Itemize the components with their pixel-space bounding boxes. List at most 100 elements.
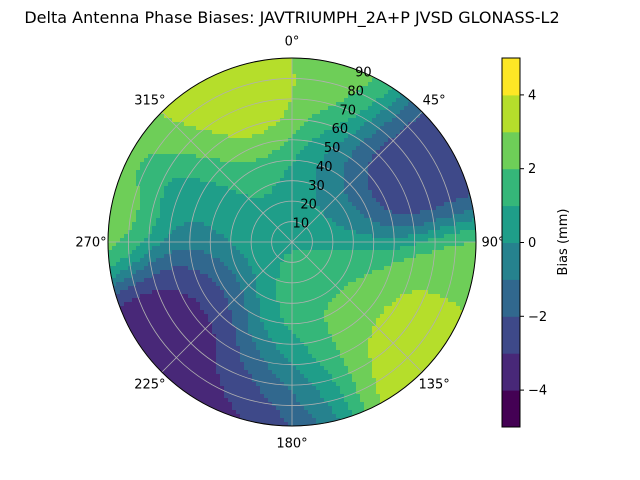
contour-cell	[348, 122, 353, 127]
contour-cell	[436, 138, 441, 143]
contour-cell	[424, 282, 429, 287]
contour-cell	[444, 178, 449, 183]
contour-cell	[300, 74, 305, 79]
contour-cell	[224, 286, 229, 291]
contour-cell	[396, 302, 401, 307]
contour-cell	[300, 238, 305, 243]
contour-cell	[328, 74, 333, 79]
contour-cell	[224, 198, 229, 203]
contour-cell	[224, 258, 229, 263]
contour-cell	[300, 190, 305, 195]
contour-cell	[304, 214, 309, 219]
contour-cell	[336, 242, 341, 247]
contour-cell	[348, 226, 353, 231]
contour-cell	[352, 286, 357, 291]
contour-cell	[192, 238, 197, 243]
contour-cell	[428, 186, 433, 191]
contour-cell	[296, 294, 301, 299]
contour-cell	[332, 118, 337, 123]
contour-cell	[372, 110, 377, 115]
contour-cell	[296, 74, 301, 79]
contour-cell	[244, 206, 249, 211]
contour-cell	[324, 74, 329, 79]
contour-cell	[140, 238, 145, 243]
contour-cell	[200, 242, 205, 247]
contour-cell	[272, 182, 277, 187]
contour-cell	[260, 78, 265, 83]
contour-cell	[368, 282, 373, 287]
contour-cell	[300, 258, 305, 263]
contour-cell	[272, 214, 277, 219]
contour-cell	[252, 298, 257, 303]
contour-cell	[272, 158, 277, 163]
contour-cell	[392, 226, 397, 231]
contour-cell	[168, 286, 173, 291]
contour-cell	[144, 178, 149, 183]
contour-cell	[384, 290, 389, 295]
contour-cell	[416, 246, 421, 251]
contour-cell	[400, 182, 405, 187]
contour-cell	[300, 206, 305, 211]
contour-cell	[440, 218, 445, 223]
contour-cell	[284, 230, 289, 235]
contour-cell	[308, 274, 313, 279]
contour-cell	[184, 122, 189, 127]
contour-cell	[372, 138, 377, 143]
contour-cell	[304, 106, 309, 111]
contour-cell	[216, 210, 221, 215]
contour-cell	[300, 130, 305, 135]
contour-cell	[288, 206, 293, 211]
contour-cell	[412, 270, 417, 275]
contour-cell	[268, 170, 273, 175]
contour-cell	[124, 206, 129, 211]
contour-cell	[372, 118, 377, 123]
contour-cell	[220, 266, 225, 271]
contour-cell	[220, 142, 225, 147]
contour-cell	[268, 262, 273, 267]
contour-cell	[380, 230, 385, 235]
contour-cell	[272, 66, 277, 71]
contour-cell	[200, 154, 205, 159]
contour-cell	[324, 302, 329, 307]
contour-cell	[364, 110, 369, 115]
contour-cell	[420, 266, 425, 271]
contour-cell	[372, 266, 377, 271]
contour-cell	[388, 286, 393, 291]
contour-cell	[344, 262, 349, 267]
contour-cell	[232, 194, 237, 199]
contour-cell	[268, 194, 273, 199]
contour-cell	[136, 238, 141, 243]
contour-cell	[376, 242, 381, 247]
contour-cell	[368, 222, 373, 227]
contour-cell	[384, 254, 389, 259]
contour-cell	[236, 214, 241, 219]
contour-cell	[432, 250, 437, 255]
contour-cell	[360, 238, 365, 243]
contour-cell	[216, 250, 221, 255]
contour-cell	[288, 138, 293, 143]
contour-cell	[472, 262, 476, 267]
contour-cell	[168, 234, 173, 239]
contour-cell	[244, 78, 249, 83]
contour-cell	[328, 222, 333, 227]
contour-cell	[156, 210, 161, 215]
contour-cell	[388, 278, 393, 283]
contour-cell	[140, 222, 145, 227]
contour-cell	[144, 254, 149, 259]
contour-cell	[436, 254, 441, 259]
contour-cell	[216, 154, 221, 159]
contour-cell	[348, 118, 353, 123]
contour-cell	[456, 306, 461, 311]
contour-cell	[216, 178, 221, 183]
contour-cell	[252, 270, 257, 275]
contour-cell	[376, 190, 381, 195]
contour-cell	[380, 106, 385, 111]
contour-cell	[160, 230, 165, 235]
contour-cell	[236, 198, 241, 203]
contour-cell	[428, 166, 433, 171]
contour-cell	[260, 98, 265, 103]
contour-cell	[440, 182, 445, 187]
contour-cell	[268, 230, 273, 235]
contour-cell	[292, 186, 297, 191]
contour-cell	[380, 206, 385, 211]
